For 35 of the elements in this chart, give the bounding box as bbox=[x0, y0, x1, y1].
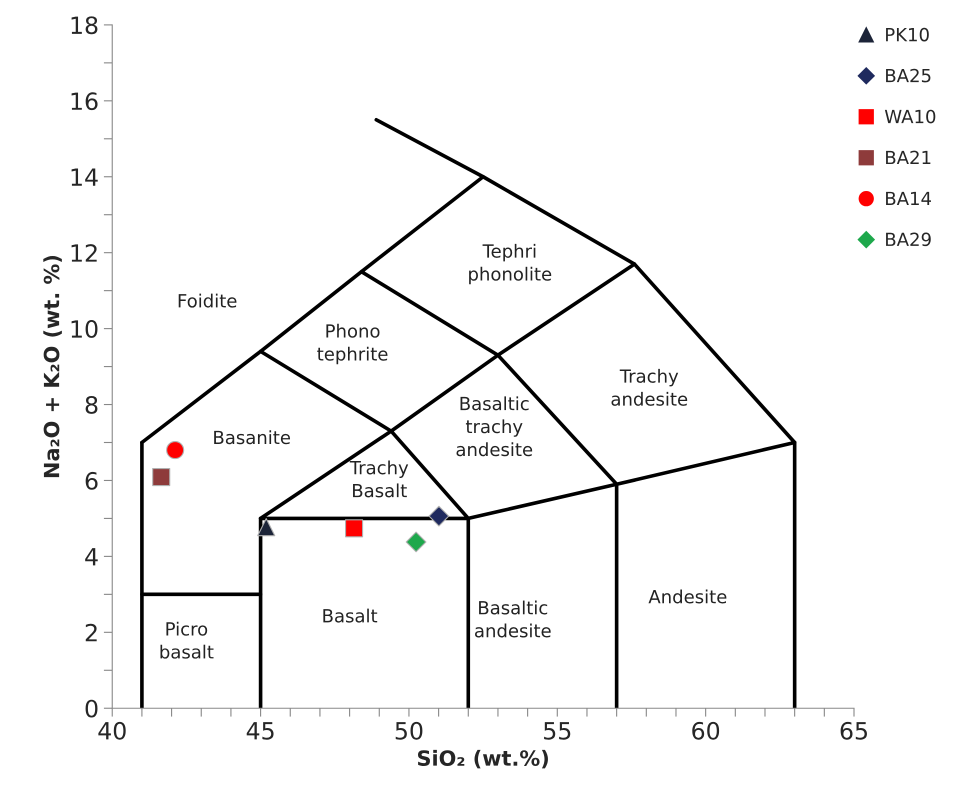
y-tick-label: 2 bbox=[86, 624, 97, 642]
annotation: Trachy andesite bbox=[612, 368, 688, 406]
annotation: Basaltic andesite bbox=[475, 600, 551, 638]
legend-label: WA10 bbox=[884, 110, 936, 124]
annotation: Trachy Basalt bbox=[350, 460, 408, 498]
annotation: Basalt bbox=[323, 608, 378, 623]
legend-label: BA29 bbox=[886, 232, 931, 246]
y-tick-label: 8 bbox=[86, 396, 98, 414]
y-tick-label: 10 bbox=[72, 320, 98, 338]
y-tick-label: 12 bbox=[72, 244, 97, 262]
annotation: Basaltic trachy andesite bbox=[456, 396, 532, 456]
y-axis-title: Na₂O + K₂O (wt. %) bbox=[43, 256, 62, 478]
x-tick-label: 40 bbox=[98, 722, 126, 740]
y-tick-label: 4 bbox=[85, 548, 98, 566]
y-tick-label: 14 bbox=[72, 168, 98, 186]
x-tick-label: 60 bbox=[692, 722, 720, 740]
x-tick-label: 50 bbox=[396, 722, 422, 740]
x-tick-label: 45 bbox=[246, 722, 274, 740]
annotation: Foidite bbox=[178, 294, 236, 308]
annotation: Picro basalt bbox=[160, 622, 214, 659]
y-tick-label: 6 bbox=[86, 472, 98, 490]
legend-label: BA21 bbox=[886, 150, 930, 164]
annotation: Phono tephrite bbox=[317, 324, 388, 364]
legend-label: BA14 bbox=[886, 192, 932, 205]
x-tick-label: 65 bbox=[840, 722, 867, 740]
y-tick-label: 0 bbox=[86, 700, 98, 718]
x-tick-label: 55 bbox=[544, 722, 570, 740]
annotation: Andesite bbox=[648, 589, 726, 604]
y-tick-label: 18 bbox=[72, 16, 98, 34]
annotation: Basanite bbox=[214, 430, 290, 444]
legend-label: PK10 bbox=[886, 28, 929, 42]
y-tick-label: 16 bbox=[72, 92, 98, 110]
x-axis-title: SiO₂ (wt.%) bbox=[418, 750, 548, 768]
annotation: Tephri phonolite bbox=[469, 244, 552, 284]
legend-label: BA25 bbox=[886, 68, 930, 82]
